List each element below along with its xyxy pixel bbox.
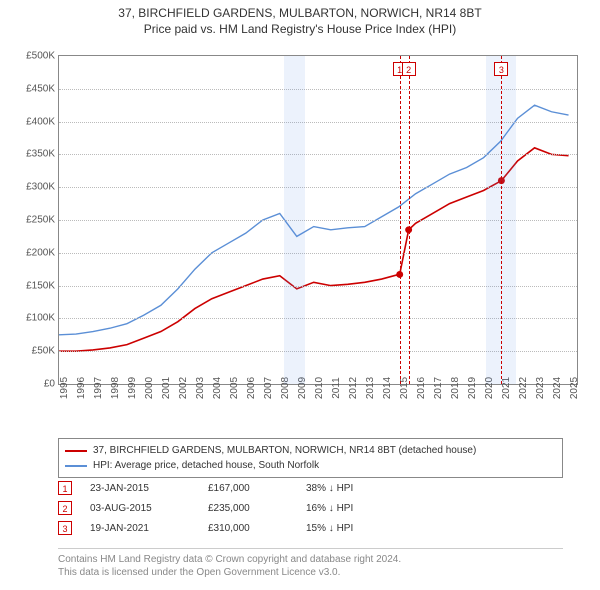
x-tick-label: 2012 <box>348 377 359 399</box>
legend-swatch <box>65 450 87 452</box>
event-row: 2 03-AUG-2015 £235,000 16% ↓ HPI <box>58 498 563 518</box>
legend-label: 37, BIRCHFIELD GARDENS, MULBARTON, NORWI… <box>93 443 476 458</box>
event-delta: 38% ↓ HPI <box>306 483 406 494</box>
event-row: 1 23-JAN-2015 £167,000 38% ↓ HPI <box>58 478 563 498</box>
x-tick-label: 2003 <box>195 377 206 399</box>
footer-line-2: This data is licensed under the Open Gov… <box>58 566 563 579</box>
x-tick-label: 2010 <box>314 377 325 399</box>
x-tick-label: 2001 <box>161 377 172 399</box>
x-tick-label: 2002 <box>178 377 189 399</box>
chart-wrap: £0 £50K £100K £150K £200K £250K £300K £350K £400… <box>10 50 590 430</box>
y-tick-label: £300K <box>26 182 55 193</box>
y-tick-label: £350K <box>26 149 55 160</box>
event-delta: 15% ↓ HPI <box>306 523 406 534</box>
legend-item: HPI: Average price, detached house, Sout… <box>65 458 556 473</box>
y-tick-label: £450K <box>26 83 55 94</box>
legend-item: 37, BIRCHFIELD GARDENS, MULBARTON, NORWI… <box>65 443 556 458</box>
y-tick-label: £250K <box>26 215 55 226</box>
event-price: £167,000 <box>208 483 288 494</box>
x-tick-label: 1996 <box>76 377 87 399</box>
x-tick-label: 2019 <box>467 377 478 399</box>
events-table: 1 23-JAN-2015 £167,000 38% ↓ HPI 2 03-AU… <box>58 478 563 538</box>
x-tick-label: 2025 <box>569 377 580 399</box>
title-block: 37, BIRCHFIELD GARDENS, MULBARTON, NORWI… <box>0 0 600 38</box>
legend-swatch <box>65 465 87 467</box>
event-marker-box: 2 <box>402 62 416 76</box>
event-date: 23-JAN-2015 <box>90 483 190 494</box>
event-marker: 2 <box>58 501 72 515</box>
event-price: £310,000 <box>208 523 288 534</box>
x-tick-label: 1998 <box>110 377 121 399</box>
x-tick-label: 1999 <box>127 377 138 399</box>
x-tick-label: 2004 <box>212 377 223 399</box>
title-line-1: 37, BIRCHFIELD GARDENS, MULBARTON, NORWI… <box>10 6 590 20</box>
x-tick-label: 2022 <box>518 377 529 399</box>
legend-label: HPI: Average price, detached house, Sout… <box>93 458 319 473</box>
event-marker: 3 <box>58 521 72 535</box>
x-tick-label: 2006 <box>246 377 257 399</box>
y-tick-label: £200K <box>26 247 55 258</box>
y-tick-label: £400K <box>26 116 55 127</box>
event-delta: 16% ↓ HPI <box>306 503 406 514</box>
event-date: 19-JAN-2021 <box>90 523 190 534</box>
event-marker: 1 <box>58 481 72 495</box>
x-tick-label: 2024 <box>552 377 563 399</box>
x-tick-label: 2013 <box>365 377 376 399</box>
x-tick-label: 2014 <box>382 377 393 399</box>
event-marker-box: 3 <box>494 62 508 76</box>
shaded-region <box>284 56 305 384</box>
event-row: 3 19-JAN-2021 £310,000 15% ↓ HPI <box>58 518 563 538</box>
x-tick-label: 2000 <box>144 377 155 399</box>
x-tick-label: 1997 <box>93 377 104 399</box>
x-tick-label: 2016 <box>416 377 427 399</box>
event-vline <box>501 56 502 384</box>
title-line-2: Price paid vs. HM Land Registry's House … <box>10 22 590 36</box>
event-date: 03-AUG-2015 <box>90 503 190 514</box>
x-tick-label: 2018 <box>450 377 461 399</box>
event-price: £235,000 <box>208 503 288 514</box>
x-tick-label: 2017 <box>433 377 444 399</box>
chart-container: 37, BIRCHFIELD GARDENS, MULBARTON, NORWI… <box>0 0 600 590</box>
plot-area: £0£50K£100K£150K£200K£250K£300K£350K£400… <box>58 55 578 385</box>
footer-attribution: Contains HM Land Registry data © Crown c… <box>58 548 563 579</box>
y-tick-label: £500K <box>26 51 55 62</box>
y-tick-label: £150K <box>26 280 55 291</box>
event-vline <box>409 56 410 384</box>
y-tick-label: £0 <box>44 379 55 390</box>
footer-line-1: Contains HM Land Registry data © Crown c… <box>58 553 563 566</box>
x-tick-label: 1995 <box>59 377 70 399</box>
x-tick-label: 2005 <box>229 377 240 399</box>
event-vline <box>400 56 401 384</box>
x-tick-label: 2011 <box>331 377 342 399</box>
y-tick-label: £100K <box>26 313 55 324</box>
x-tick-label: 2007 <box>263 377 274 399</box>
x-tick-label: 2023 <box>535 377 546 399</box>
y-tick-label: £50K <box>32 346 55 357</box>
legend: 37, BIRCHFIELD GARDENS, MULBARTON, NORWI… <box>58 438 563 478</box>
